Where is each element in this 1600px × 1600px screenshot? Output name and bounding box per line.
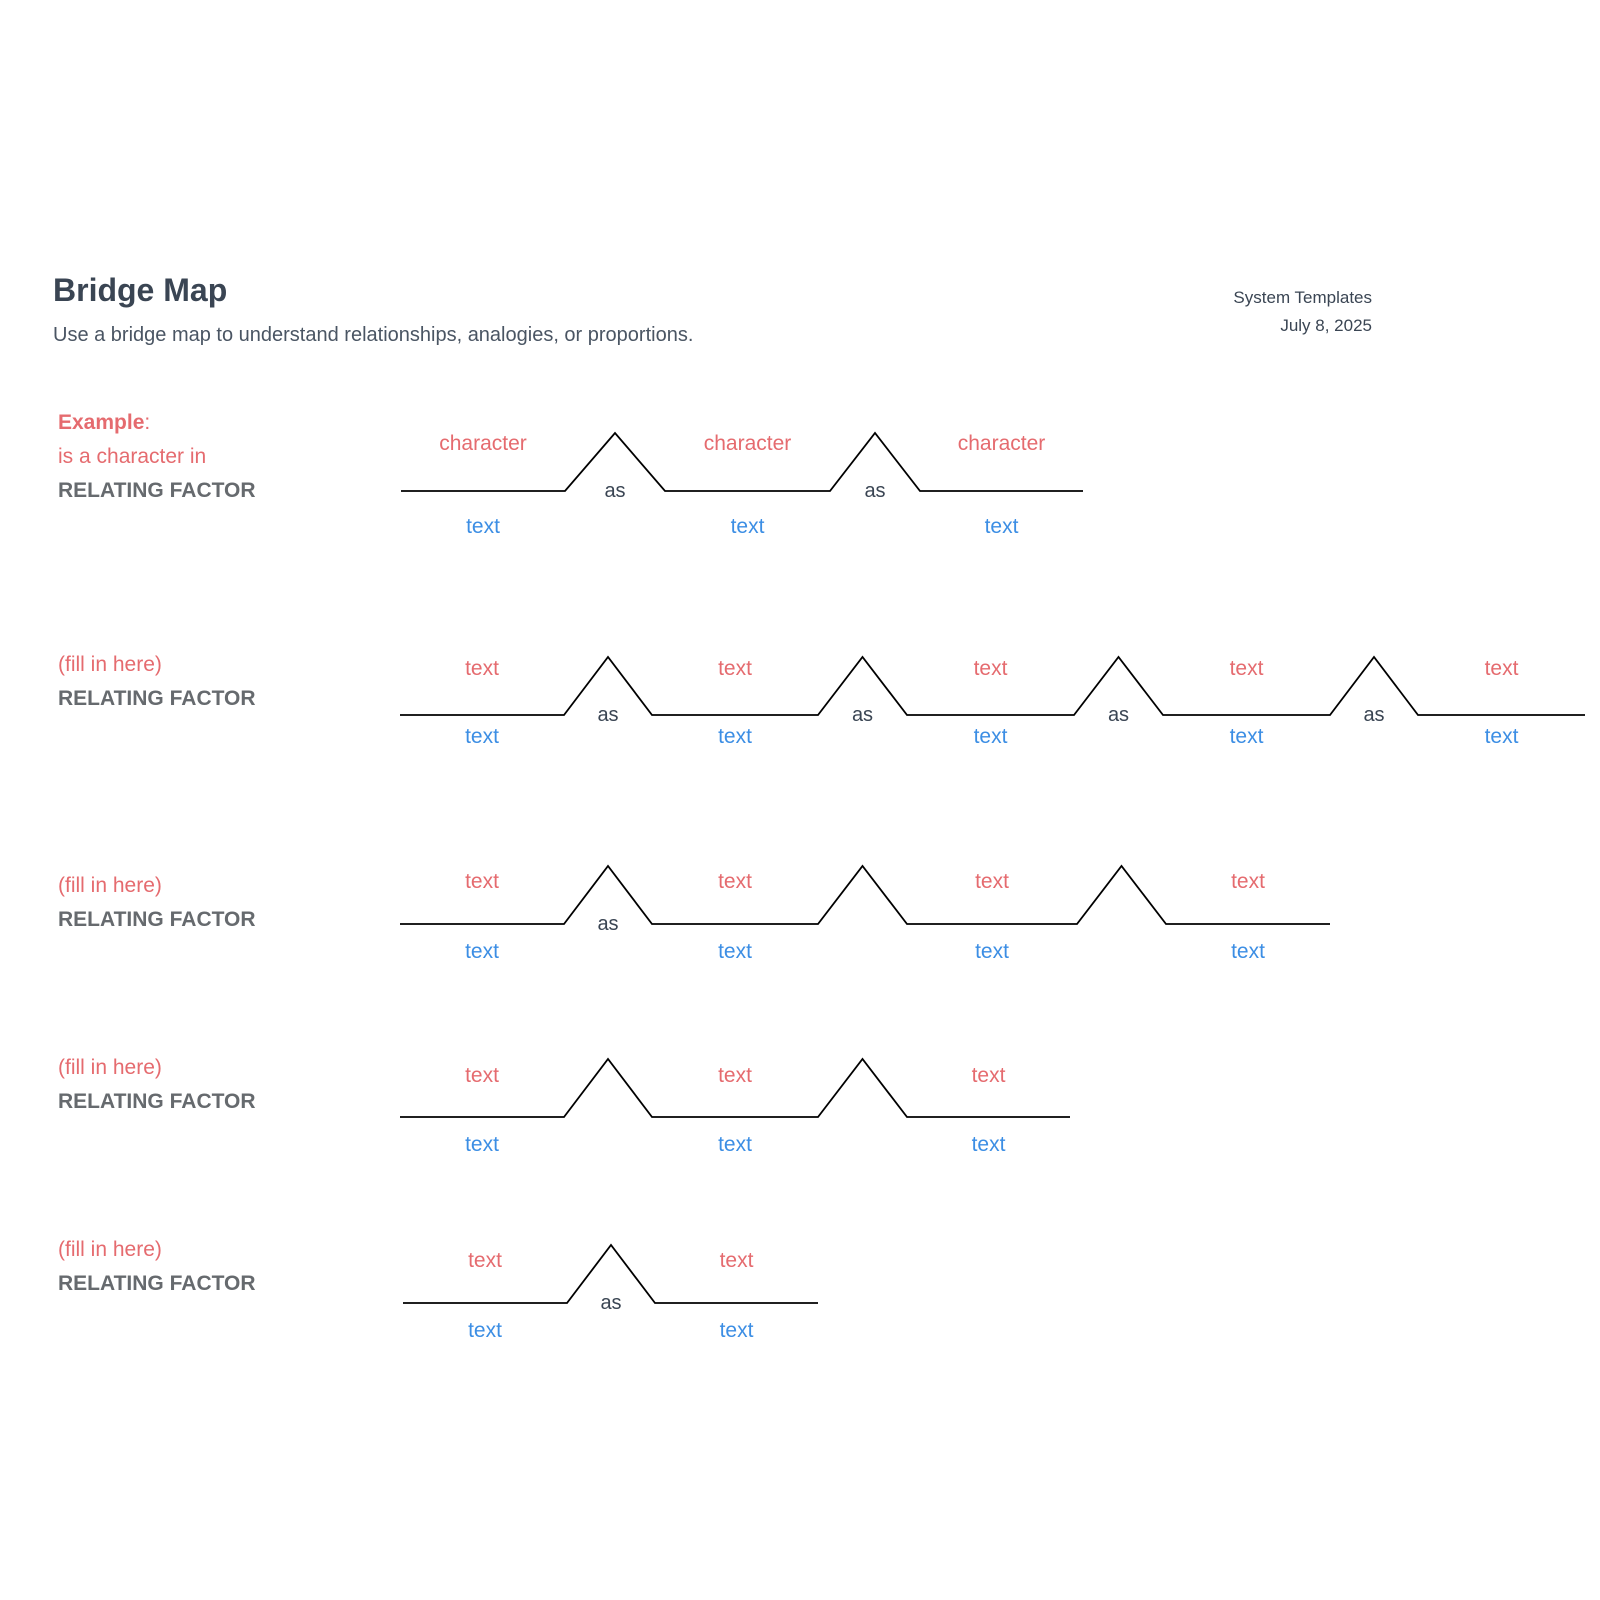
bridge-bottom-term: text: [720, 1319, 754, 1342]
bridge-line: [401, 431, 1083, 492]
bridge-connector-as: as: [597, 913, 618, 935]
bridge-top-term: character: [439, 432, 527, 455]
bridge-bottom-term: text: [718, 1133, 752, 1156]
bridge-connector-as: as: [597, 704, 618, 726]
row-label-3: (fill in here) RELATING FACTOR: [58, 869, 256, 937]
bridge-top-term: text: [465, 657, 499, 680]
bridge-bottom-term: text: [465, 940, 499, 963]
bridge-bottom-term: text: [974, 725, 1008, 748]
bridge-bottom-term: text: [718, 940, 752, 963]
bridge-connector-as: as: [600, 1292, 621, 1314]
bridge-line: [403, 1243, 818, 1304]
relating-factor-label: RELATING FACTOR: [58, 908, 256, 931]
relating-factor-label: RELATING FACTOR: [58, 1090, 256, 1113]
bridge-top-term: text: [974, 657, 1008, 680]
bridge-top-term: text: [972, 1064, 1006, 1087]
bridge-top-term: text: [718, 870, 752, 893]
bridge-bottom-term: text: [731, 515, 765, 538]
bridge-top-term: text: [718, 1064, 752, 1087]
page-title: Bridge Map: [53, 272, 228, 308]
bridge-bottom-term: text: [985, 515, 1019, 538]
bridge-bottom-term: text: [465, 725, 499, 748]
bridge-bottom-term: text: [972, 1133, 1006, 1156]
bridge-bottom-term: text: [975, 940, 1009, 963]
bridge-bottom-term: text: [718, 725, 752, 748]
page-subtitle: Use a bridge map to understand relations…: [53, 324, 694, 346]
bridge-line: [400, 1057, 1070, 1118]
row-label-example: Example: is a character in RELATING FACT…: [58, 406, 256, 508]
bridge-bottom-term: text: [468, 1319, 502, 1342]
bridge-top-term: text: [975, 870, 1009, 893]
bridge-bottom-term: text: [1231, 940, 1265, 963]
bridge-bottom-term: text: [1485, 725, 1519, 748]
bridge-line: [400, 864, 1330, 925]
relating-factor-label: RELATING FACTOR: [58, 479, 256, 502]
fill-in-label: (fill in here): [58, 1238, 162, 1261]
fill-in-label: (fill in here): [58, 1056, 162, 1079]
bridge-connector-as: as: [864, 480, 885, 502]
bridge-line: [400, 655, 1585, 716]
row-label-5: (fill in here) RELATING FACTOR: [58, 1233, 256, 1301]
date-label: July 8, 2025: [1280, 316, 1372, 335]
bridge-bottom-term: text: [465, 1133, 499, 1156]
example-relation: is a character in: [58, 445, 207, 468]
bridge-bottom-term: text: [1230, 725, 1264, 748]
example-keyword: Example: [58, 411, 145, 434]
fill-in-label: (fill in here): [58, 653, 162, 676]
bridge-top-term: character: [958, 432, 1046, 455]
example-colon: :: [144, 411, 151, 434]
bridge-top-term: text: [720, 1249, 754, 1272]
fill-in-label: (fill in here): [58, 874, 162, 897]
bridge-bottom-term: text: [466, 515, 500, 538]
bridge-top-term: text: [718, 657, 752, 680]
bridge-connector-as: as: [604, 480, 625, 502]
bridge-top-term: character: [704, 432, 792, 455]
relating-factor-label: RELATING FACTOR: [58, 1272, 256, 1295]
relating-factor-label: RELATING FACTOR: [58, 687, 256, 710]
source-label: System Templates: [1233, 288, 1372, 307]
bridge-top-term: text: [468, 1249, 502, 1272]
bridge-top-term: text: [1485, 657, 1519, 680]
bridge-connector-as: as: [852, 704, 873, 726]
row-label-2: (fill in here) RELATING FACTOR: [58, 648, 256, 716]
bridge-top-term: text: [465, 1064, 499, 1087]
bridge-top-term: text: [1230, 657, 1264, 680]
example-lead: Example:: [58, 406, 256, 440]
bridge-top-term: text: [465, 870, 499, 893]
bridge-connector-as: as: [1363, 704, 1384, 726]
bridge-connector-as: as: [1108, 704, 1129, 726]
bridge-top-term: text: [1231, 870, 1265, 893]
row-label-4: (fill in here) RELATING FACTOR: [58, 1051, 256, 1119]
